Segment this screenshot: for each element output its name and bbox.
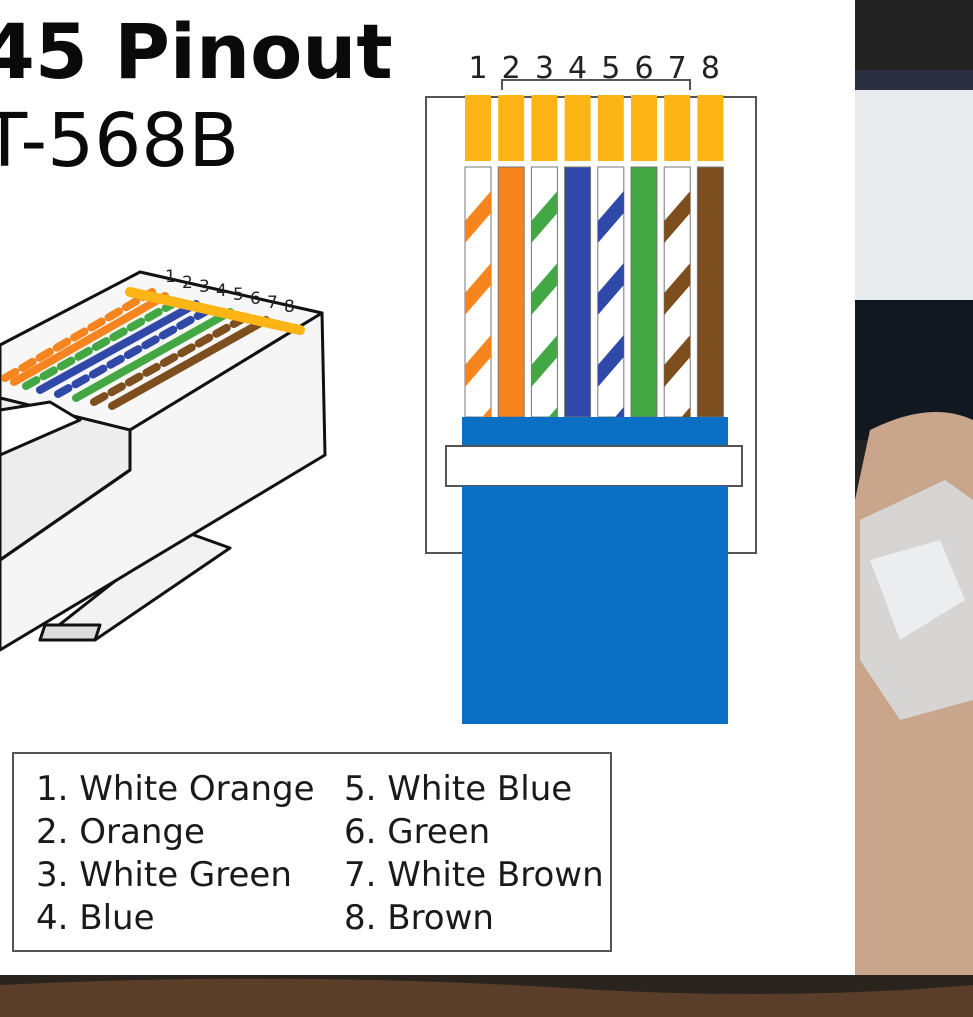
gold-contact bbox=[531, 95, 557, 161]
plug-pin-number: 7 bbox=[267, 293, 278, 313]
plug-pin-number: 2 bbox=[182, 273, 193, 293]
gold-contact bbox=[631, 95, 657, 161]
pin-number: 7 bbox=[668, 51, 687, 86]
wire-strand bbox=[565, 167, 591, 417]
legend-item: 1. White Orange bbox=[36, 772, 315, 806]
gold-contact bbox=[664, 95, 690, 161]
legend-item: 3. White Green bbox=[36, 858, 292, 892]
pin-number: 3 bbox=[535, 51, 554, 86]
legend-item: 8. Brown bbox=[344, 901, 494, 935]
gold-contact bbox=[498, 95, 524, 161]
gold-contact bbox=[465, 95, 491, 161]
cable-jacket-top bbox=[462, 417, 728, 449]
color-legend: 1. White Orange 2. Orange 3. White Green… bbox=[12, 752, 612, 952]
legend-item: 5. White Blue bbox=[344, 772, 572, 806]
cable-jacket bbox=[462, 486, 728, 724]
plug-pin-number: 5 bbox=[233, 285, 244, 305]
pin-number: 4 bbox=[568, 51, 587, 86]
pin-number: 1 bbox=[468, 51, 487, 86]
gold-contact bbox=[565, 95, 591, 161]
pin-number: 5 bbox=[601, 51, 620, 86]
pin-number: 6 bbox=[634, 51, 653, 86]
crimp-bar bbox=[446, 446, 742, 486]
wire-strand bbox=[498, 167, 524, 417]
title-heading: 45 Pinout bbox=[0, 14, 393, 90]
wire-strand bbox=[631, 167, 657, 417]
wire-strand bbox=[697, 167, 723, 417]
plug-pin-number: 6 bbox=[250, 289, 261, 309]
legend-item: 6. Green bbox=[344, 815, 490, 849]
legend-item: 2. Orange bbox=[36, 815, 205, 849]
gold-contact bbox=[697, 95, 723, 161]
standard-label: T-568B bbox=[0, 104, 239, 178]
plug-pin-number: 3 bbox=[199, 277, 210, 297]
legend-item: 4. Blue bbox=[36, 901, 155, 935]
legend-item: 7. White Brown bbox=[344, 858, 604, 892]
plug-pin-number: 8 bbox=[284, 297, 295, 317]
pin-number: 2 bbox=[502, 51, 521, 86]
plug-pin-number: 1 bbox=[165, 267, 176, 287]
gold-contact bbox=[598, 95, 624, 161]
pin-number: 8 bbox=[701, 51, 720, 86]
plug-pin-number: 4 bbox=[216, 281, 227, 301]
